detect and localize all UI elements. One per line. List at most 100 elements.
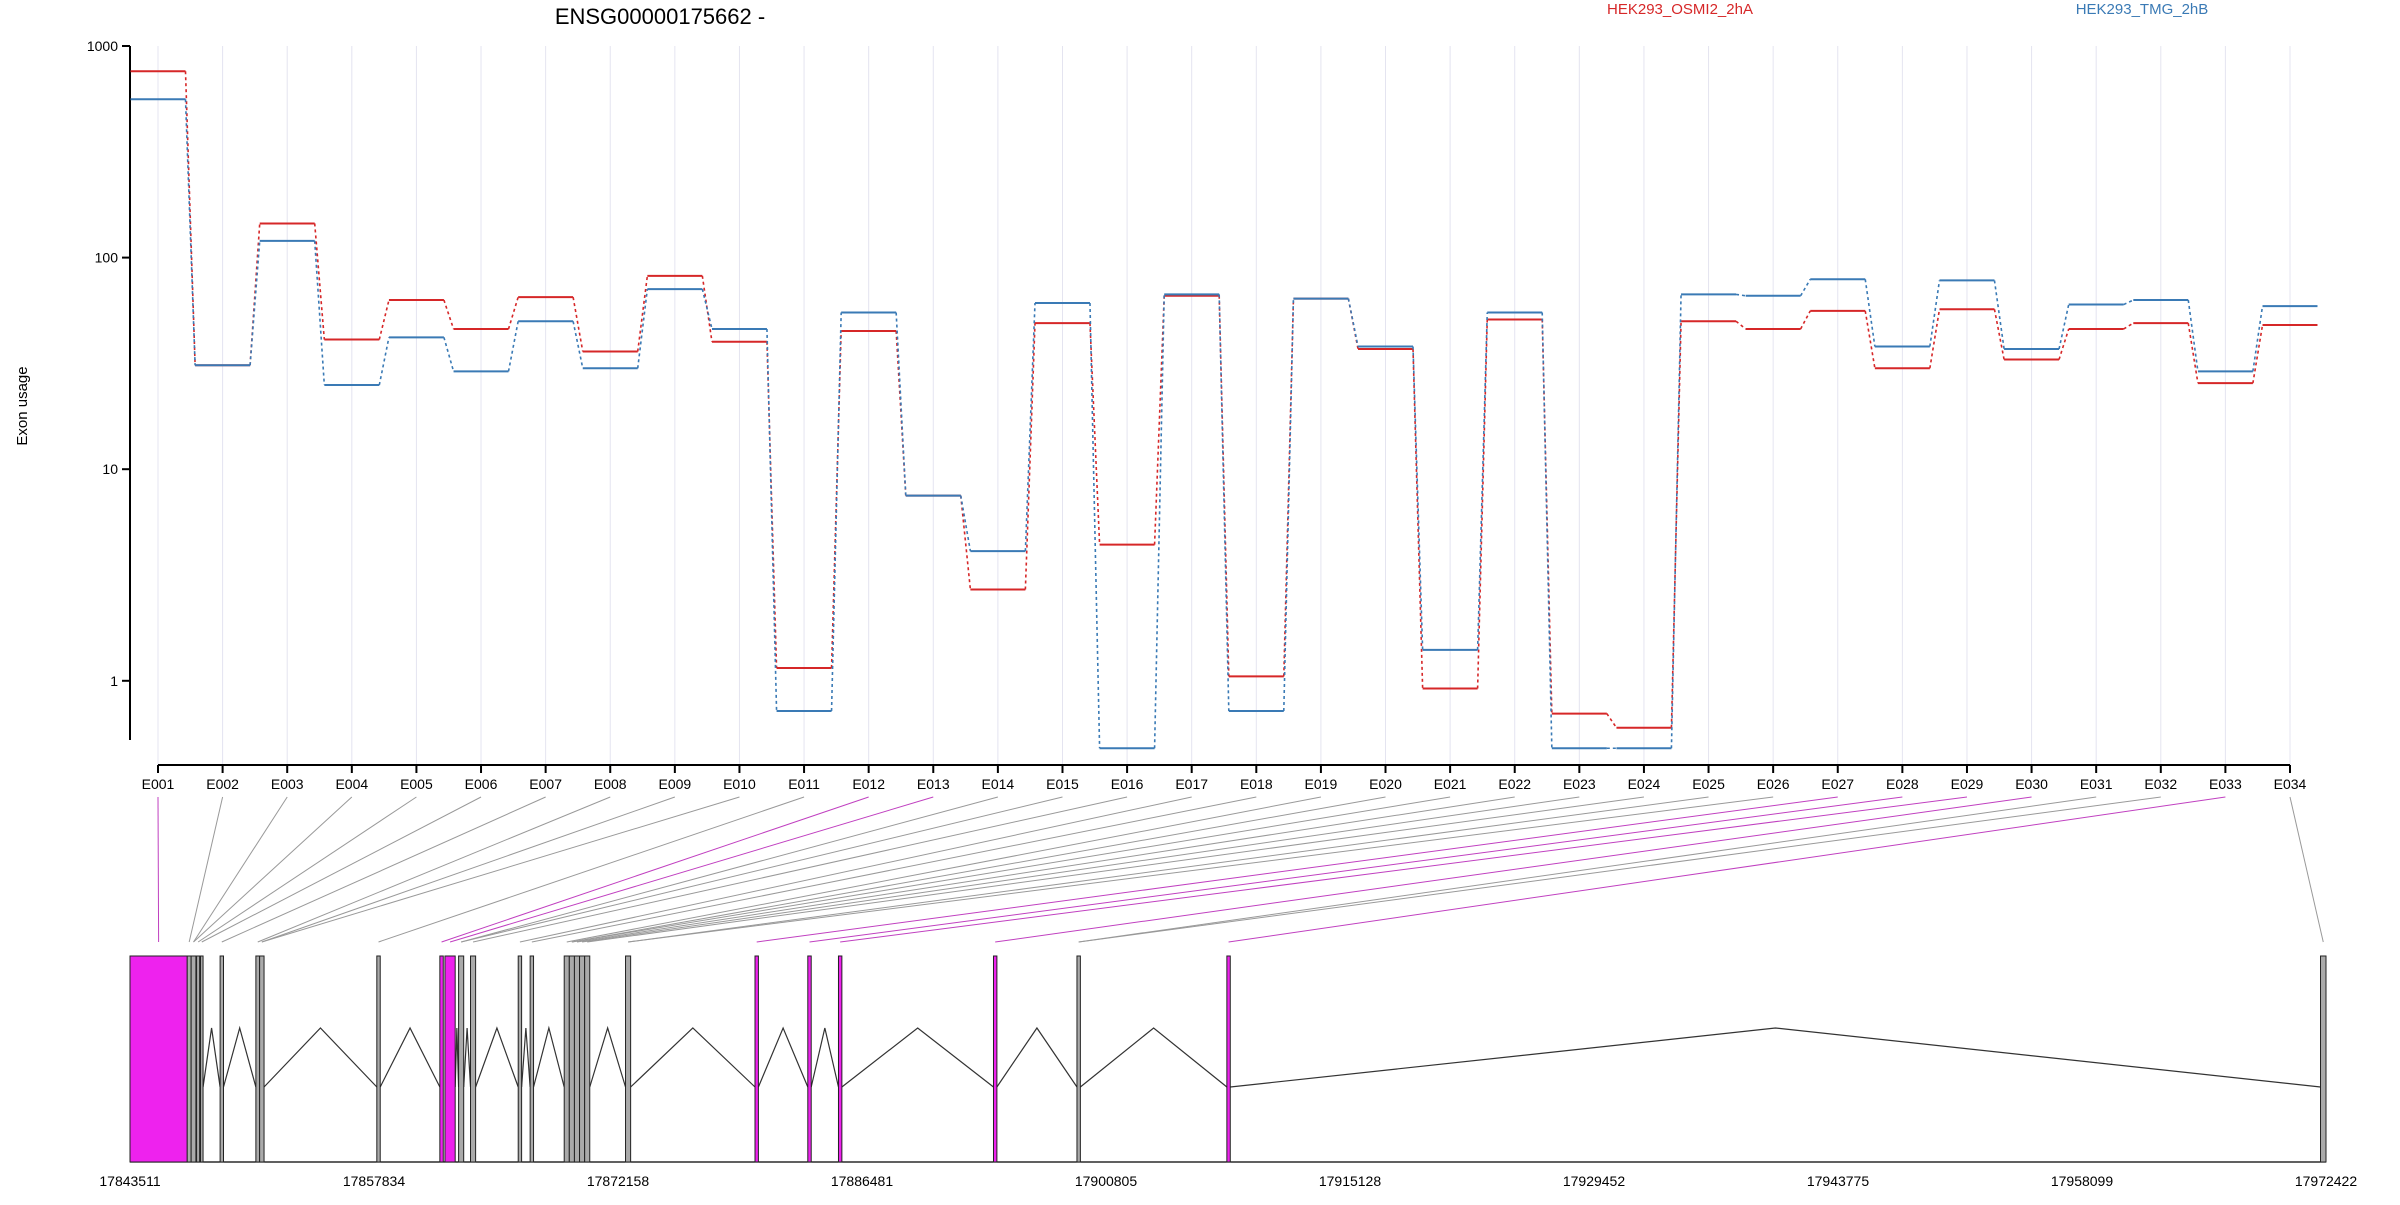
- intron-E014: [521, 1027, 531, 1088]
- exon-block-E012: [458, 955, 465, 1163]
- series-1-connector-E029: [1993, 280, 2005, 350]
- exon-block-E011: [444, 955, 456, 1163]
- exon-link-E009: [261, 796, 676, 943]
- intron-E024: [841, 1027, 994, 1088]
- series-0-connector-E009: [701, 275, 713, 342]
- x-tick-label-E030: E030: [2015, 776, 2048, 792]
- series-0-connector-E001: [184, 71, 196, 366]
- series-0-connector-E020: [1412, 348, 1424, 689]
- series-1-connector-E026: [1799, 278, 1811, 297]
- x-tick-label-E022: E022: [1498, 776, 1531, 792]
- intron-E013: [475, 1026, 519, 1088]
- exon-block-E010: [439, 955, 444, 1163]
- series-1-connector-E020: [1412, 346, 1424, 650]
- exon-block-E007: [255, 955, 261, 1163]
- coord-tick-label-2: 17872158: [587, 1173, 650, 1189]
- series-0-connector-E014: [1024, 323, 1036, 590]
- coord-tick-label-1: 17857834: [343, 1173, 406, 1189]
- exon-link-E006: [201, 796, 482, 943]
- series-0-connector-E008: [636, 275, 649, 352]
- series-0-connector-E015: [1089, 323, 1101, 545]
- x-tick-label-E015: E015: [1046, 776, 1079, 792]
- exon-link-E007: [221, 796, 546, 943]
- series-0-connector-E006: [507, 296, 519, 330]
- x-tick-label-E031: E031: [2080, 776, 2113, 792]
- exon-block-E026: [1076, 955, 1081, 1163]
- x-tick-label-E018: E018: [1240, 776, 1273, 792]
- exon-block-E018: [573, 955, 581, 1163]
- exon-link-E024: [587, 796, 1645, 943]
- series-1-connector-E009: [701, 288, 713, 330]
- series-1-connector-E021: [1476, 312, 1489, 650]
- exon-block-E014: [517, 955, 523, 1163]
- series-1-connector-E011: [830, 312, 842, 712]
- x-tick-label-E011: E011: [788, 776, 820, 792]
- series-0-connector-E003: [313, 223, 326, 340]
- exon-link-E011: [378, 796, 805, 943]
- intron-E011: [454, 1027, 460, 1088]
- exon-link-E002: [188, 796, 224, 943]
- exon-block-E016: [563, 955, 570, 1163]
- coord-tick-label-7: 17943775: [1807, 1173, 1870, 1189]
- exon-block-E013: [470, 955, 477, 1163]
- series-1-connector-E006: [507, 321, 519, 372]
- exon-link-E026: [628, 796, 1774, 943]
- exon-block-E017: [568, 955, 575, 1163]
- coord-tick-label-5: 17915128: [1319, 1173, 1382, 1189]
- intron-E009: [379, 1026, 441, 1088]
- x-tick-label-E016: E016: [1111, 776, 1144, 792]
- exon-link-E016: [472, 796, 1128, 943]
- exon-link-E017: [519, 796, 1192, 943]
- x-tick-label-E027: E027: [1821, 776, 1854, 792]
- exon-block-E002: [186, 955, 192, 1163]
- series-1-connector-E027: [1864, 279, 1876, 347]
- series-0-connector-E028: [1929, 309, 1941, 369]
- intron-E023: [810, 1027, 840, 1088]
- exon-block-E022: [754, 955, 759, 1163]
- series-1-connector-E004: [378, 337, 390, 386]
- exon-link-E005: [197, 796, 417, 943]
- series-0-connector-E007: [572, 297, 584, 352]
- exon-link-E020: [571, 796, 1386, 943]
- series-1-connector-E007: [572, 321, 584, 369]
- series-0-connector-E025: [1735, 320, 1747, 330]
- series-0-connector-E030: [2058, 328, 2070, 360]
- x-tick-label-E007: E007: [529, 776, 562, 792]
- exon-link-E008: [257, 796, 611, 943]
- series-0-connector-E033: [2252, 324, 2264, 384]
- exon-block-E008: [259, 955, 265, 1163]
- exon-link-E027: [756, 796, 1838, 943]
- exon-link-E015: [461, 796, 1063, 943]
- exon-block-E009: [376, 955, 381, 1163]
- series-1-connector-E008: [636, 288, 649, 369]
- exon-link-E003: [193, 796, 288, 943]
- series-1-connector-E005: [443, 337, 455, 372]
- series-0-connector-E024: [1670, 321, 1682, 728]
- x-tick-label-E021: E021: [1434, 776, 1467, 792]
- exon-block-E015: [529, 955, 535, 1163]
- exon-block-E001: [129, 955, 188, 1163]
- x-tick-label-E008: E008: [594, 776, 627, 792]
- x-tick-label-E026: E026: [1757, 776, 1790, 792]
- x-tick-label-E009: E009: [658, 776, 691, 792]
- exon-block-E005: [200, 955, 204, 1163]
- exon-link-E029: [840, 796, 1968, 943]
- series-1-connector-E002: [249, 240, 261, 366]
- series-1-connector-E016: [1153, 294, 1166, 749]
- exon-link-E022: [576, 796, 1515, 943]
- series-1-connector-E012: [895, 312, 907, 496]
- series-1-connector-E015: [1089, 303, 1101, 749]
- series-0-connector-E027: [1864, 310, 1876, 369]
- intron-E021: [630, 1027, 756, 1088]
- coord-tick-label-8: 17958099: [2051, 1173, 2114, 1189]
- exon-block-E019: [579, 955, 586, 1163]
- series-HEK293_TMG_2hB: [130, 98, 2318, 750]
- exon-link-E019: [566, 796, 1322, 943]
- series-1-connector-E019: [1347, 298, 1359, 347]
- y-tick-label-100: 100: [95, 250, 119, 266]
- exon-link-E010: [261, 796, 740, 943]
- series-0-connector-E005: [443, 299, 455, 330]
- coord-tick-label-9: 17972422: [2295, 1173, 2358, 1189]
